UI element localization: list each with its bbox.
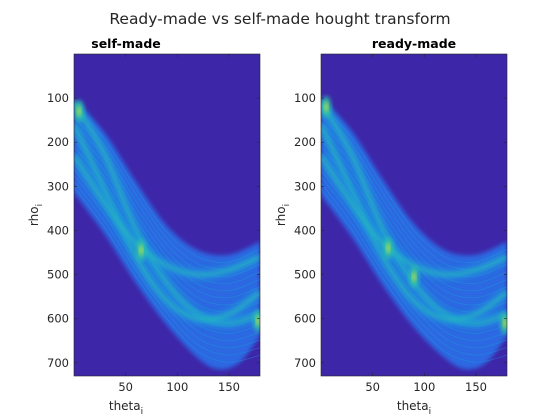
y-tick-label: 500	[47, 268, 69, 282]
ridge-line	[74, 124, 260, 321]
peak-spot	[502, 318, 507, 329]
peak-spot	[139, 245, 144, 256]
peak-spot	[77, 106, 82, 117]
y-tick-label: 100	[47, 91, 69, 105]
axes-frame-self-made	[73, 53, 261, 377]
ridge-line	[74, 154, 260, 276]
y-tick-label: 100	[294, 91, 316, 105]
y-tick-label: 700	[47, 356, 69, 370]
heatmap-panel-self-made: self-made 50 100 150100200300400500600700 …	[27, 36, 261, 417]
peak-spot	[255, 315, 260, 326]
x-tick-label: 150	[218, 380, 240, 394]
y-tick-label: 400	[294, 223, 316, 237]
y-tick-label: 300	[47, 179, 69, 193]
band-texture-line	[74, 181, 260, 356]
band-texture-line	[74, 186, 260, 363]
x-tick-label: 50	[118, 380, 133, 394]
x-axis-label-self-made: thetai	[109, 399, 143, 417]
y-tick-label: 400	[47, 223, 69, 237]
panel-title-self-made: self-made	[91, 36, 161, 51]
y-tick-label: 200	[47, 135, 69, 149]
band-texture-line	[74, 105, 260, 263]
band-texture-line	[321, 176, 507, 349]
x-tick-label: 100	[166, 380, 188, 394]
y-tick-label: 600	[47, 312, 69, 326]
axis-ticks-self-made: 50 100 150 100 200 300 400 500 600 700	[47, 54, 260, 394]
hough-band-ready-made	[321, 95, 507, 370]
y-tick-label: 600	[294, 312, 316, 326]
peak-spot	[324, 101, 329, 112]
hough-band-body	[74, 100, 260, 370]
ridge-line	[74, 101, 260, 325]
y-tick-label: 300	[294, 179, 316, 193]
y-axis-label-ready-made: rhoi	[274, 204, 292, 226]
x-tick-label: 150	[465, 380, 487, 394]
panel-title-ready-made: ready-made	[372, 36, 456, 51]
peak-spot	[412, 271, 416, 282]
ridge-line	[321, 124, 507, 321]
y-tick-label: 200	[294, 135, 316, 149]
x-tick-label: 100	[413, 380, 435, 394]
axis-ticks-ready-made: 50 100 150 100 200 300 400 500 600 700	[294, 54, 507, 394]
band-texture-line	[321, 188, 507, 363]
y-tick-label: 700	[294, 356, 316, 370]
heatmap-panel-ready-made: ready-made 50 100 150 100 200 300 400 500 600 700…	[274, 36, 508, 417]
ridge-line	[321, 154, 507, 276]
figure-title: Ready-made vs self-made hought transform	[109, 10, 450, 28]
peak-spot	[386, 243, 391, 254]
x-axis-label-ready-made: thetai	[397, 399, 431, 417]
y-axis-label-self-made: rhoi	[27, 204, 45, 226]
x-tick-label: 50	[365, 380, 380, 394]
hough-band-self-made	[74, 100, 260, 370]
band-texture-line	[321, 103, 507, 263]
band-texture-line	[321, 182, 507, 356]
y-tick-label: 500	[294, 268, 316, 282]
axes-frame-ready-made	[320, 53, 508, 377]
hough-band-body	[321, 98, 507, 370]
